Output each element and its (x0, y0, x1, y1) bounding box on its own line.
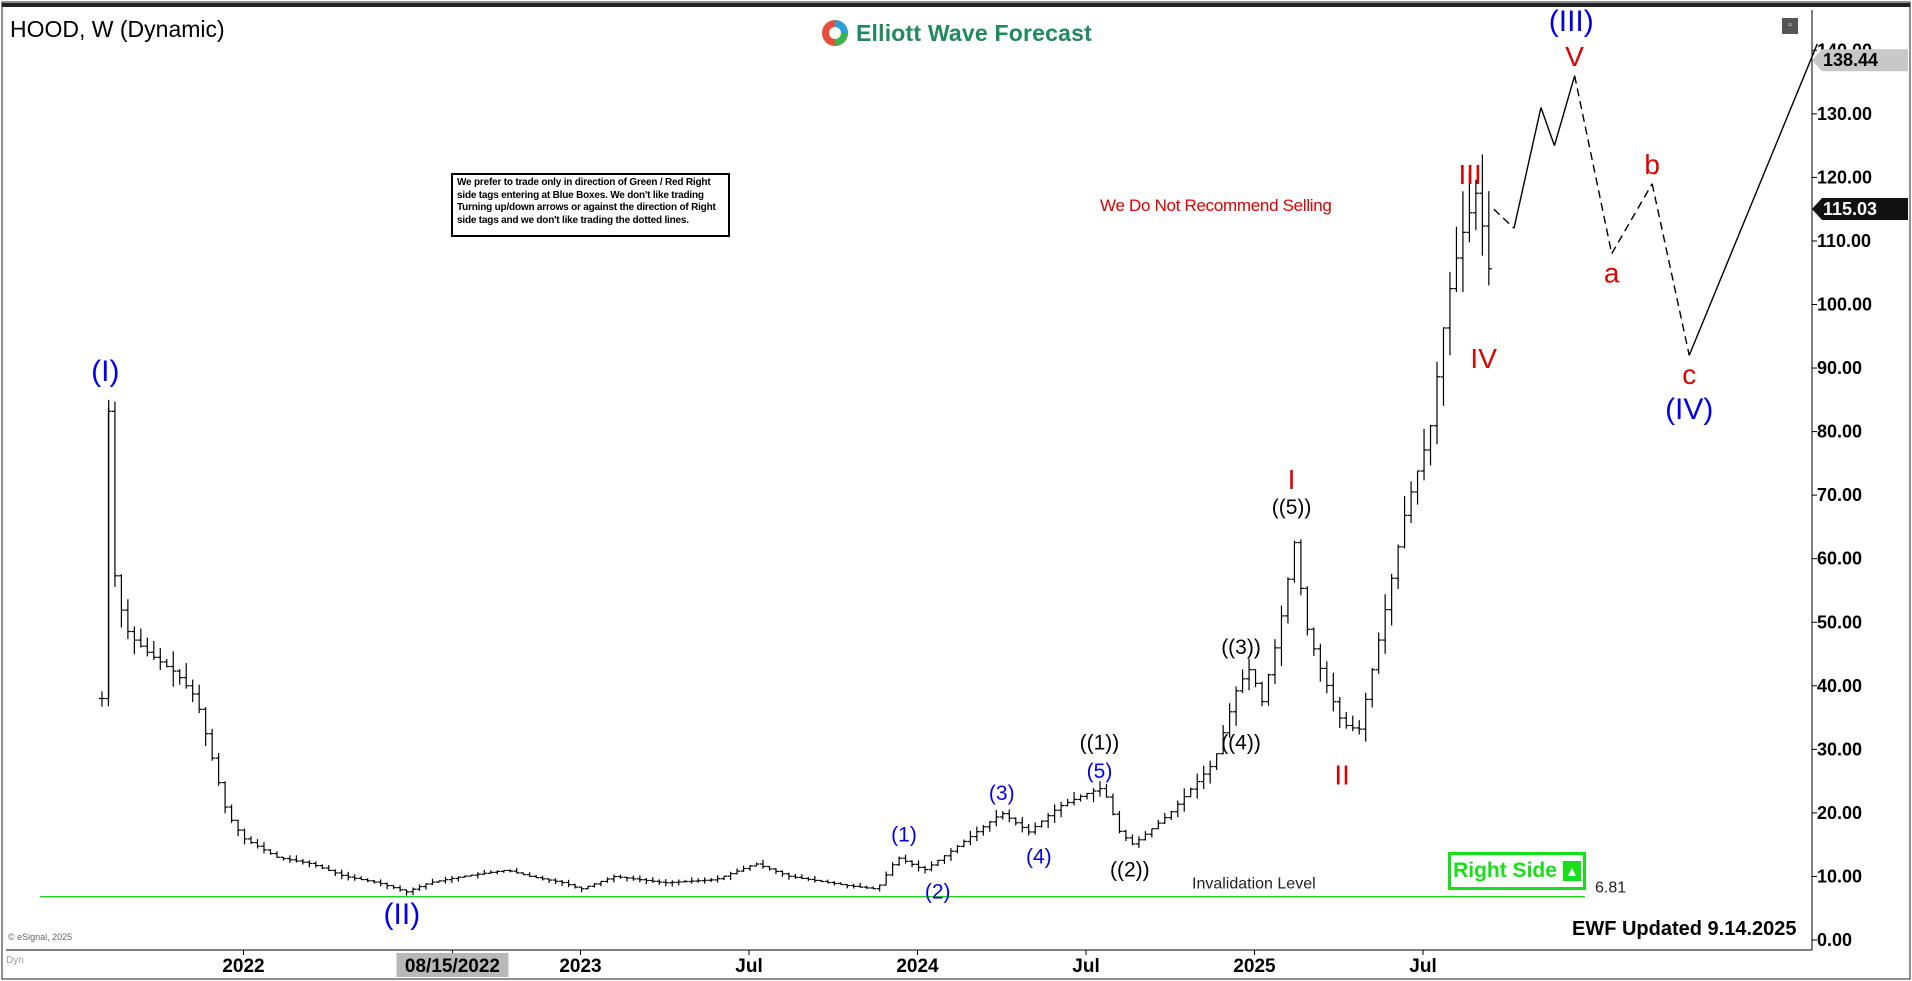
wave-label: a (1604, 257, 1620, 288)
y-tick-label: 60.00 (1817, 549, 1862, 569)
wave-label: ((5)) (1272, 496, 1312, 519)
wave-label: V (1565, 41, 1584, 72)
x-tick-label: 08/15/2022 (405, 956, 500, 977)
copyright-note: © eSignal, 2025 (8, 932, 73, 942)
y-tick-label: 0.00 (1817, 930, 1852, 950)
y-tick-label: 30.00 (1817, 739, 1862, 759)
restore-window-icon[interactable]: ▫ (1782, 18, 1798, 34)
y-tick-label: 20.00 (1817, 803, 1862, 823)
wave-label: c (1682, 359, 1696, 390)
wave-label: (I) (91, 355, 119, 388)
wave-label: (1) (891, 823, 917, 846)
x-tick-label: Jul (1072, 956, 1099, 977)
projection-segment (1553, 75, 1576, 146)
y-tick-label: 70.00 (1817, 485, 1862, 505)
wave-label: II (1334, 759, 1350, 790)
wave-label: ((4)) (1221, 731, 1261, 754)
globe-icon (822, 20, 848, 46)
wave-label: (III) (1549, 5, 1594, 38)
brand-logo: Elliott Wave Forecast (820, 16, 1092, 50)
x-tick-label: 2024 (896, 956, 939, 977)
arrow-up-icon: ▲ (1562, 861, 1581, 881)
price-tag (1812, 49, 1908, 72)
price-tag-label: 115.03 (1823, 199, 1877, 219)
wave-label: ((3)) (1221, 636, 1261, 659)
wave-label: (3) (989, 782, 1015, 805)
no-sell-note: We Do Not Recommend Selling (1100, 196, 1332, 215)
wave-label: (IV) (1665, 393, 1713, 426)
projection-segment (1688, 43, 1818, 356)
wave-label: I (1288, 464, 1296, 495)
price-tag (1812, 197, 1908, 220)
invalidation-value: 6.81 (1595, 880, 1626, 897)
wave-label: (II) (384, 898, 421, 931)
updated-note: EWF Updated 9.14.2025 (1572, 918, 1797, 940)
wave-label: ((2)) (1110, 858, 1150, 881)
wave-label: (5) (1087, 760, 1113, 783)
brand-name: Elliott Wave Forecast (856, 19, 1092, 46)
projection-segment (1651, 183, 1690, 356)
y-tick-label: 80.00 (1817, 422, 1862, 442)
price-bars (98, 154, 1492, 896)
wave-label: b (1644, 149, 1660, 180)
x-tick-label: Jul (1409, 956, 1436, 977)
x-tick-highlight (396, 953, 509, 977)
y-tick-label: 50.00 (1817, 612, 1862, 632)
y-tick-label: 120.00 (1817, 167, 1872, 187)
y-tick-label: 40.00 (1817, 676, 1862, 696)
x-tick-label: 2022 (222, 956, 264, 977)
dyn-label: Dyn (6, 955, 24, 966)
x-tick-label: 2025 (1233, 956, 1276, 977)
x-tick-label: 2023 (559, 956, 601, 977)
projection-segment (1493, 208, 1515, 229)
x-tick-label: Jul (735, 956, 762, 977)
wave-label: (2) (925, 881, 951, 904)
projection-segment (1611, 183, 1653, 255)
wave-label: IV (1470, 343, 1497, 374)
right-side-tag: Right Side ▲ (1448, 852, 1586, 890)
wave-label: III (1459, 159, 1482, 190)
wave-label: ((1)) (1080, 731, 1120, 754)
trading-disclaimer: We prefer to trade only in direction of … (451, 173, 730, 237)
y-tick-label: 90.00 (1817, 358, 1862, 378)
projection-segment (1513, 107, 1542, 229)
y-tick-label: 110.00 (1817, 231, 1871, 251)
projection-segment (1573, 75, 1613, 254)
symbol-title: HOOD, W (Dynamic) (10, 16, 225, 42)
price-tag-label: 138.44 (1823, 50, 1878, 70)
right-side-label: Right Side (1453, 859, 1557, 882)
projection-segment (1540, 107, 1556, 146)
y-tick-label: 10.00 (1817, 866, 1862, 886)
y-tick-label: 100.00 (1817, 295, 1872, 315)
invalidation-label: Invalidation Level (1192, 876, 1316, 893)
y-tick-label: 130.00 (1817, 104, 1872, 124)
wave-label: (4) (1026, 846, 1052, 869)
